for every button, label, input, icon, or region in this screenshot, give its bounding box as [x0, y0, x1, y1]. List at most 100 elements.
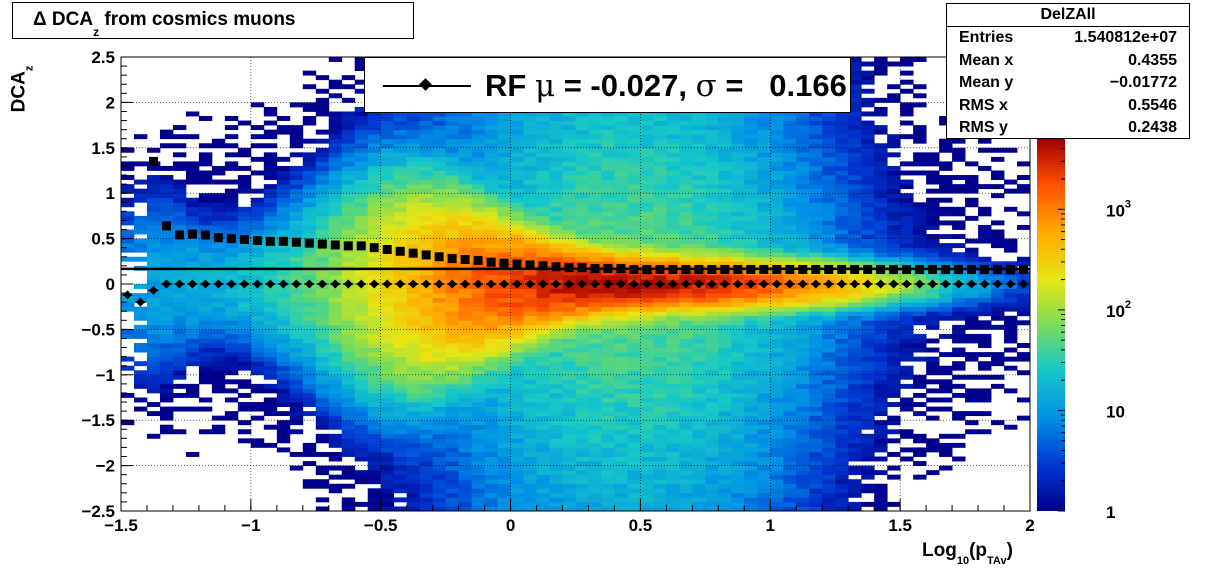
heatmap-cell: [796, 402, 810, 407]
heatmap-cell: [718, 175, 732, 180]
heatmap-cell: [159, 134, 174, 140]
heatmap-cell: [354, 161, 369, 167]
heatmap-cell: [601, 420, 615, 426]
heatmap-cell: [575, 156, 589, 162]
heatmap-cell: [172, 392, 187, 398]
heatmap-cell: [445, 288, 460, 294]
heatmap-cell: [432, 288, 447, 294]
heatmap-cell: [770, 211, 784, 217]
heatmap-cell: [627, 288, 641, 294]
heatmap-cell: [757, 479, 771, 485]
heatmap-cell: [861, 324, 875, 330]
heatmap-cell: [432, 370, 447, 376]
heatmap-cell: [198, 297, 213, 303]
heatmap-cell: [692, 474, 706, 480]
heatmap-cell: [484, 324, 498, 330]
heatmap-cell: [211, 315, 226, 321]
heatmap-cell: [783, 234, 797, 239]
heatmap-cell: [354, 397, 369, 403]
heatmap-cell: [445, 234, 460, 239]
heatmap-cell: [380, 170, 395, 176]
heatmap-cell: [121, 420, 135, 426]
heatmap-cell: [653, 501, 667, 507]
heatmap-cell: [341, 161, 356, 167]
heatmap-cell: [380, 429, 395, 435]
heatmap-cell: [419, 392, 434, 398]
heatmap-cell: [237, 320, 252, 326]
heatmap-cell: [822, 392, 836, 398]
heatmap-cell: [705, 138, 719, 144]
heatmap-cell: [822, 447, 836, 453]
heatmap-cell: [445, 470, 460, 476]
heatmap-cell: [692, 447, 706, 453]
heatmap-cell: [588, 447, 602, 453]
heatmap-cell: [848, 170, 862, 176]
heatmap-cell: [809, 175, 823, 180]
heatmap-cell: [393, 397, 408, 403]
heatmap-cell: [614, 293, 628, 299]
heatmap-cell: [523, 492, 537, 498]
heatmap-cell: [484, 338, 498, 344]
heatmap-cell: [341, 451, 356, 457]
heatmap-cell: [237, 211, 252, 217]
heatmap-cell: [562, 442, 576, 448]
heatmap-cell: [692, 379, 706, 385]
heatmap-cell: [822, 424, 836, 430]
heatmap-cell: [341, 97, 356, 103]
heatmap-cell: [224, 161, 239, 167]
heatmap-cell: [510, 333, 524, 339]
heatmap-cell: [497, 202, 511, 208]
heatmap-cell: [133, 333, 148, 339]
heatmap-cell: [523, 138, 537, 144]
heatmap-cell: [536, 361, 550, 367]
heatmap-cell: [315, 324, 330, 330]
heatmap-cell: [445, 247, 460, 253]
heatmap-cell: [393, 147, 408, 153]
heatmap-cell: [796, 333, 810, 339]
heatmap-cell: [627, 138, 641, 144]
heatmap-cell: [445, 347, 460, 353]
heatmap-cell: [588, 438, 602, 444]
heatmap-cell: [757, 402, 771, 407]
heatmap-cell: [484, 252, 498, 258]
heatmap-cell: [718, 125, 732, 131]
heatmap-cell: [393, 152, 408, 158]
heatmap-cell: [445, 383, 460, 389]
heatmap-cell: [172, 220, 187, 226]
heatmap-cell: [185, 406, 200, 412]
heatmap-cell: [757, 243, 771, 249]
heatmap-cell: [224, 411, 239, 417]
heatmap-cell: [822, 343, 836, 348]
heatmap-cell: [588, 247, 602, 253]
heatmap-cell: [822, 170, 836, 176]
heatmap-cell: [744, 343, 758, 348]
heatmap-cell: [770, 179, 784, 185]
heatmap-cell: [783, 433, 797, 439]
heatmap-cell: [718, 397, 732, 403]
heatmap-cell: [666, 483, 680, 489]
heatmap-cell: [289, 134, 304, 140]
heatmap-cell: [718, 392, 732, 398]
heatmap-cell: [809, 465, 823, 471]
heatmap-cell: [315, 234, 330, 239]
heatmap-cell: [406, 451, 421, 457]
heatmap-cell: [276, 388, 291, 394]
heatmap-cell: [289, 333, 304, 339]
heatmap-cell: [549, 170, 563, 176]
heatmap-cell: [133, 193, 148, 199]
heatmap-cell: [744, 129, 758, 135]
heatmap-cell: [367, 302, 382, 308]
heatmap-cell: [185, 288, 200, 294]
heatmap-cell: [861, 179, 875, 185]
heatmap-cell: [666, 234, 680, 239]
heatmap-cell: [406, 193, 421, 199]
heatmap-cell: [354, 356, 369, 362]
heatmap-cell: [419, 125, 434, 131]
heatmap-cell: [809, 229, 823, 235]
heatmap-cell: [822, 356, 836, 362]
heatmap-cell: [783, 465, 797, 471]
heatmap-cell: [276, 315, 291, 321]
heatmap-cell: [224, 143, 239, 149]
heatmap-cell: [458, 184, 473, 190]
heatmap-cell: [627, 170, 641, 176]
